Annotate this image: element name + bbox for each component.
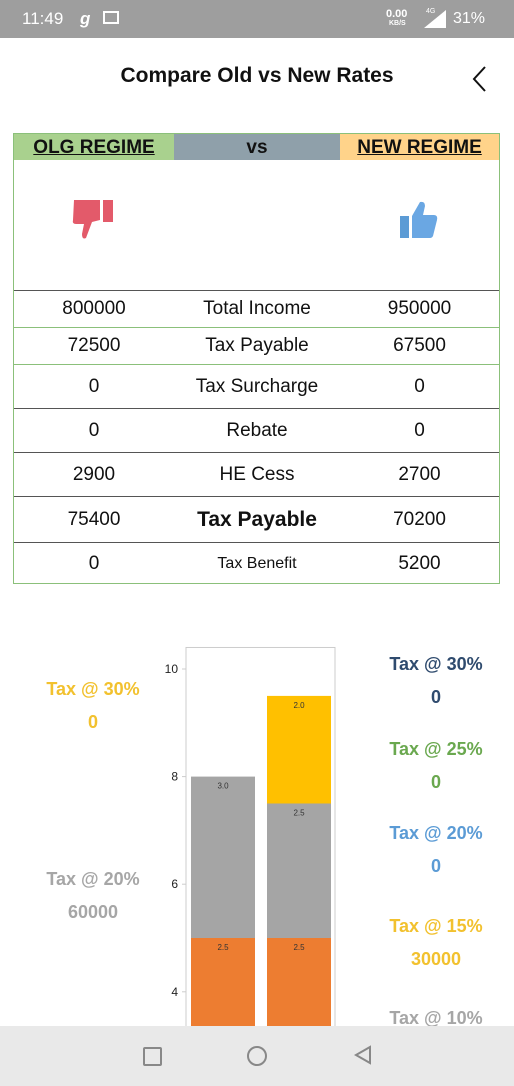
breakdown-amount: 0 xyxy=(430,687,441,707)
home-button[interactable] xyxy=(247,1046,267,1066)
thumbs-up-icon xyxy=(400,201,438,238)
table-cell: Tax Benefit xyxy=(217,555,297,572)
table-cell: 0 xyxy=(88,419,100,441)
y-tick-label: 6 xyxy=(171,877,178,891)
recents-button[interactable] xyxy=(143,1047,162,1066)
bar-segment xyxy=(267,938,331,1026)
table-cell: 75400 xyxy=(67,508,121,530)
mail-icon xyxy=(103,11,119,24)
table-cell: HE Cess xyxy=(219,463,295,485)
table-cell: 800000 xyxy=(62,298,126,319)
speed: 0.00 xyxy=(386,8,408,20)
table-cell: 5200 xyxy=(398,553,441,574)
table-row: 2900 HE Cess 2700 xyxy=(14,452,499,496)
table-row: 0 Rebate 0 xyxy=(14,408,499,452)
table-cell: 950000 xyxy=(387,298,452,319)
breakdown-label: Tax @ 30% xyxy=(46,679,140,699)
bar-label: 2.5 xyxy=(293,943,305,952)
table-cell: 2700 xyxy=(398,463,441,485)
breakdown-amount: 30000 xyxy=(410,949,462,969)
back-button[interactable] xyxy=(470,64,490,94)
status-bar: 11:49 g 0.00 KB/S 4G 31% xyxy=(0,0,514,38)
table-cell: Rebate xyxy=(226,419,288,441)
back-nav-button[interactable] xyxy=(353,1045,373,1065)
vs-header: vs xyxy=(174,134,340,160)
table-row: 0 Tax Surcharge 0 xyxy=(14,364,499,408)
table-row: 800000 Total Income 950000 xyxy=(14,290,499,327)
y-tick-label: 8 xyxy=(171,770,178,784)
table-cell: Tax Payable xyxy=(197,507,317,531)
plot-area xyxy=(185,646,336,1026)
bar-label: 3.0 xyxy=(217,782,229,791)
table-cell: 0 xyxy=(88,553,100,574)
y-tick-label: 4 xyxy=(171,985,178,999)
breakdown-amount: 0 xyxy=(430,856,441,876)
bar-segment xyxy=(267,695,331,804)
comparison-table: OLG REGIME vs NEW REGIME 800000 Total Inc… xyxy=(13,133,500,584)
breakdown-amount: 0 xyxy=(430,772,441,792)
breakdown-label: Tax @ 30% xyxy=(389,654,483,674)
old-header: OLG REGIME xyxy=(14,134,174,160)
breakdown-label: Tax @ 10% xyxy=(389,1008,483,1028)
battery: 31% xyxy=(453,10,486,27)
app-icon: g xyxy=(80,9,91,28)
nav-bar xyxy=(0,1026,514,1086)
bar-segment xyxy=(191,938,255,1026)
table-cell: 67500 xyxy=(393,335,446,356)
table-row: 72500 Tax Payable 67500 xyxy=(14,327,499,364)
breakdown-label: Tax @ 25% xyxy=(389,739,483,759)
table-cell: 70200 xyxy=(393,508,446,530)
new-header: NEW REGIME xyxy=(340,134,499,160)
signal-icon xyxy=(424,10,446,28)
table-cell: 0 xyxy=(414,419,425,441)
table-cell: 0 xyxy=(414,375,425,397)
breakdown-label: Tax @ 20% xyxy=(46,869,140,889)
bar-segment xyxy=(191,776,255,938)
table-cell: Total Income xyxy=(203,298,311,319)
speed-unit: KB/S xyxy=(389,20,406,27)
table-row: 0 Tax Benefit 5200 xyxy=(14,542,499,585)
table-cell: 0 xyxy=(88,375,100,397)
page-title: Compare Old vs New Rates xyxy=(120,64,394,87)
thumbs-down-icon xyxy=(72,200,113,239)
bar-label: 2.5 xyxy=(217,943,229,952)
breakdown-label: Tax @ 15% xyxy=(389,916,483,936)
breakdown-amount: 0 xyxy=(87,712,98,732)
bar-label: 2.5 xyxy=(293,809,305,818)
time: 11:49 xyxy=(22,9,64,28)
network: 4G xyxy=(426,8,436,15)
bar-label: 2.0 xyxy=(293,701,305,710)
table-cell: 2900 xyxy=(72,463,116,485)
table-cell: Tax Payable xyxy=(205,335,309,356)
table-row: 75400 Tax Payable 70200 xyxy=(14,496,499,542)
table-cell: 72500 xyxy=(67,335,121,356)
breakdown-label: Tax @ 20% xyxy=(389,823,483,843)
y-tick-label: 10 xyxy=(165,662,179,676)
breakdown-amount: 60000 xyxy=(67,902,119,922)
bar-segment xyxy=(267,803,331,938)
table-cell: Tax Surcharge xyxy=(195,375,319,397)
